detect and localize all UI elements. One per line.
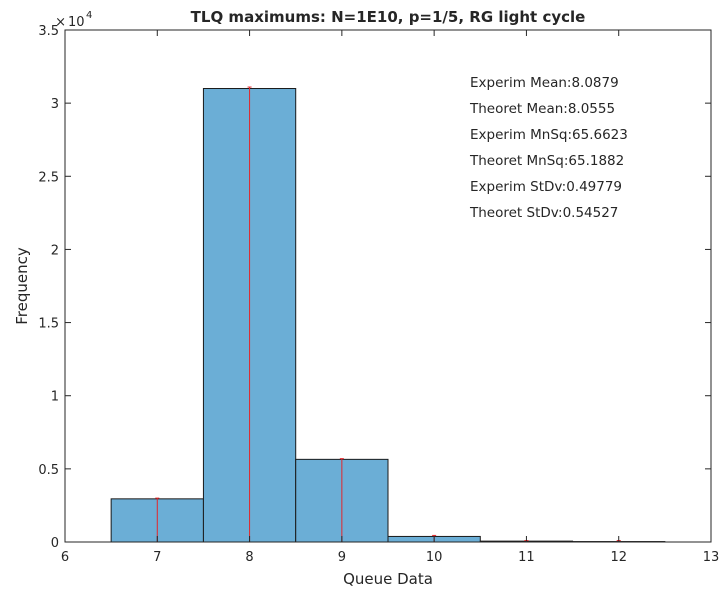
plot-frame bbox=[64, 29, 712, 543]
y-axis-exponent: 10 4 × bbox=[55, 10, 92, 30]
stats-annotations: Experim Mean:8.0879 Theoret Mean:8.0555 Ex… bbox=[469, 75, 628, 221]
x-tick-label: 7 bbox=[153, 550, 161, 565]
x-tick-label: 13 bbox=[703, 550, 720, 565]
y-exponent-base: 10 bbox=[68, 15, 85, 30]
stats-annotation-line: Theoret MnSq:65.1882 bbox=[469, 153, 624, 169]
x-tick-label: 10 bbox=[426, 550, 443, 565]
y-tick-label: 2.5 bbox=[38, 170, 59, 185]
x-tick-label: 9 bbox=[338, 550, 346, 565]
y-tick-label: 1 bbox=[51, 390, 59, 405]
stats-annotation-line: Theoret StDv:0.54527 bbox=[469, 205, 618, 221]
stats-annotation-line: Experim MnSq:65.6623 bbox=[470, 127, 628, 143]
stats-annotation-line: Theoret Mean:8.0555 bbox=[469, 101, 615, 117]
y-tick-label: 0.5 bbox=[38, 463, 59, 478]
stats-annotation-line: Experim StDv:0.49779 bbox=[470, 179, 622, 195]
x-axis: 6 7 8 9 10 11 12 13 bbox=[61, 30, 719, 565]
x-tick-label: 6 bbox=[61, 550, 69, 565]
y-exponent-power: 4 bbox=[86, 10, 92, 21]
y-axis-label: Frequency bbox=[13, 247, 31, 325]
y-exponent-times: × bbox=[55, 15, 66, 30]
y-tick-label: 2 bbox=[51, 243, 59, 258]
y-tick-label: 3.5 bbox=[38, 24, 59, 39]
x-tick-label: 8 bbox=[245, 550, 253, 565]
y-tick-label: 0 bbox=[51, 536, 59, 551]
x-tick-label: 12 bbox=[610, 550, 627, 565]
stats-annotation-line: Experim Mean:8.0879 bbox=[470, 75, 619, 91]
x-tick-label: 11 bbox=[518, 550, 535, 565]
chart-title: TLQ maximums: N=1E10, p=1/5, RG light cy… bbox=[191, 8, 586, 26]
y-tick-label: 3 bbox=[51, 97, 59, 112]
y-axis: 0 0.5 1 1.5 2 2.5 3 3.5 bbox=[38, 24, 711, 551]
x-axis-label: Queue Data bbox=[343, 570, 433, 588]
y-tick-label: 1.5 bbox=[38, 317, 59, 332]
